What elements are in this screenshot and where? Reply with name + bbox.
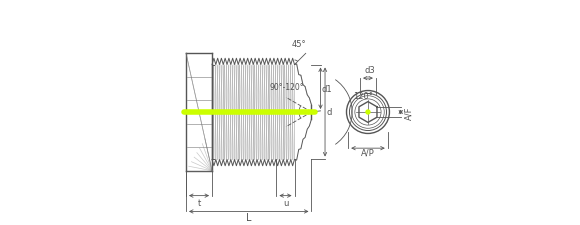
Text: A/F: A/F (404, 106, 414, 119)
Circle shape (365, 110, 371, 115)
Text: 90°-120°: 90°-120° (270, 83, 304, 92)
Text: L: L (246, 213, 252, 223)
Text: t: t (197, 198, 201, 207)
Text: u: u (283, 198, 288, 207)
Text: 120°: 120° (353, 91, 373, 100)
Text: 45°: 45° (292, 40, 306, 49)
Text: d3: d3 (365, 66, 376, 75)
Text: A/P: A/P (361, 148, 375, 157)
Text: d1: d1 (322, 84, 332, 93)
Text: d: d (326, 108, 332, 117)
